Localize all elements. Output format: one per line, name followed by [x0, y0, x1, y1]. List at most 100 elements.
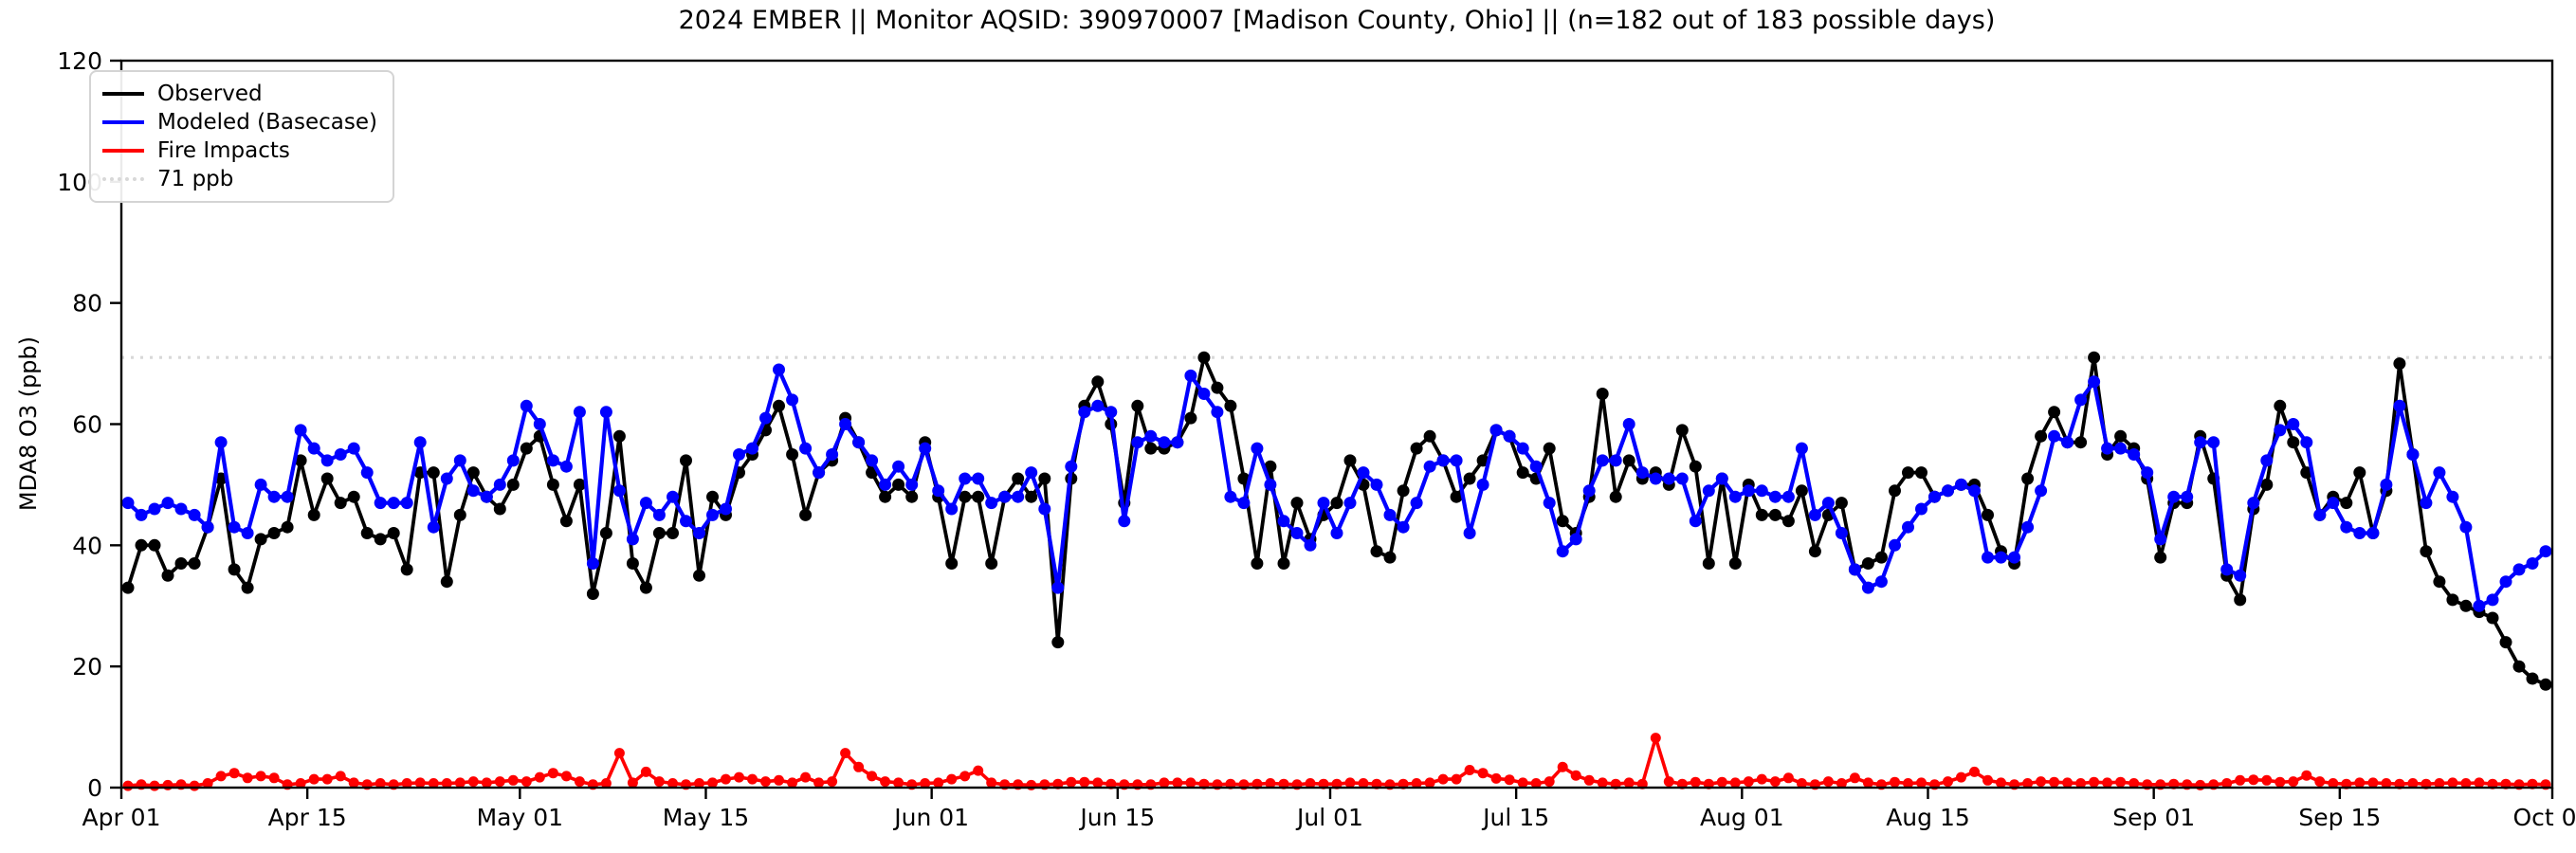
modeled-series-marker [1516, 442, 1529, 455]
x-tick-label: Sep 15 [2298, 804, 2381, 831]
modeled-series-marker [1463, 527, 1476, 539]
legend-label-fire: Fire Impacts [157, 138, 290, 163]
modeled-series-marker [1968, 484, 1981, 498]
y-tick-label: 40 [72, 532, 102, 559]
fire-series-marker [414, 777, 426, 789]
modeled-series-marker [1808, 508, 1821, 521]
modeled-series-line [125, 367, 2549, 608]
observed-series-marker [546, 478, 559, 491]
observed-series-marker [2459, 599, 2473, 612]
observed-series-marker [2274, 399, 2287, 412]
modeled-series-marker [1529, 460, 1543, 473]
fire-series-marker [1185, 777, 1197, 789]
observed-series-marker [1808, 545, 1821, 558]
modeled-series-marker [1091, 399, 1105, 412]
fire-series-marker [2434, 778, 2445, 789]
modeled-series-marker [573, 406, 586, 419]
fire-series-marker [149, 780, 160, 791]
fire-series-marker [295, 778, 306, 789]
modeled-series-marker [174, 502, 188, 516]
observed-series-marker [1982, 508, 1994, 521]
observed-series-marker [1277, 557, 1290, 570]
observed-series-marker [1197, 351, 1211, 364]
modeled-series-marker [135, 508, 148, 521]
observed-series-marker [453, 508, 466, 521]
fire-series-marker [1836, 778, 1847, 789]
modeled-series-marker [1543, 497, 1556, 510]
modeled-series-marker [1038, 502, 1051, 516]
observed-series-marker [1025, 490, 1038, 503]
modeled-series-marker [1781, 490, 1795, 503]
fire-series-marker [760, 776, 771, 788]
modeled-series-marker [2340, 520, 2353, 534]
modeled-series-marker [1715, 472, 1728, 485]
modeled-series-marker [493, 478, 506, 491]
modeled-series-marker [799, 442, 813, 455]
modeled-series-marker [201, 520, 214, 534]
chart-title: 2024 EMBER || Monitor AQSID: 390970007 [… [678, 6, 1996, 35]
legend-label-threshold: 71 ppb [157, 167, 234, 191]
fire-series-marker [600, 778, 612, 789]
modeled-series-marker [400, 497, 413, 510]
fire-series-marker [534, 771, 545, 783]
modeled-series-marker [1012, 490, 1025, 503]
modeled-series-marker [1290, 527, 1304, 539]
modeled-series-marker [1237, 497, 1251, 510]
fire-series-marker [401, 778, 412, 789]
modeled-series-marker [2194, 436, 2207, 449]
modeled-series-marker [2008, 551, 2021, 564]
modeled-series-marker [559, 460, 573, 473]
modeled-series-marker [1662, 472, 1675, 485]
modeled-series-marker [1582, 484, 1596, 498]
observed-series-marker [1211, 381, 1224, 394]
fire-series-marker [2248, 774, 2259, 786]
x-tick-label: Aug 15 [1886, 804, 1970, 831]
fire-series-marker [1172, 777, 1183, 789]
modeled-series-marker [1569, 533, 1582, 546]
fire-series-marker [1159, 777, 1170, 789]
modeled-series-marker [307, 442, 320, 455]
modeled-series-marker [1675, 472, 1689, 485]
fire-series-marker [1451, 773, 1462, 785]
observed-series-marker [520, 442, 533, 455]
modeled-series-marker [2473, 599, 2486, 612]
observed-series-marker [1915, 466, 1927, 480]
modeled-series-marker [1982, 551, 1994, 564]
observed-series-marker [254, 533, 267, 546]
modeled-series-marker [612, 484, 626, 498]
fire-series-marker [986, 777, 997, 789]
modeled-series-marker [1304, 538, 1317, 552]
y-tick-label: 60 [72, 411, 102, 439]
observed-series-marker [612, 429, 626, 443]
legend-item-observed: Observed [102, 80, 377, 108]
fire-series-marker [1890, 776, 1900, 788]
fire-series-marker [1597, 777, 1608, 789]
modeled-series-marker [2181, 490, 2194, 503]
fire-series-marker [1424, 777, 1435, 789]
fire-series-marker [867, 771, 878, 782]
modeled-series-marker [1902, 520, 1914, 534]
modeled-series-marker [1078, 406, 1091, 419]
modeled-series-marker [1397, 520, 1410, 534]
observed-series-marker [1091, 375, 1105, 389]
modeled-series-marker [1622, 418, 1635, 430]
observed-series-marker [1383, 551, 1397, 564]
observed-series-marker [281, 520, 294, 534]
observed-series-marker [2260, 478, 2274, 491]
fire-series-marker [268, 772, 280, 784]
modeled-series-marker [347, 442, 360, 455]
modeled-series-marker [214, 436, 228, 449]
fire-series-marker [1623, 777, 1635, 789]
modeled-series-marker [1436, 454, 1450, 467]
observed-series-marker [121, 581, 135, 594]
fire-series-marker [375, 778, 386, 789]
modeled-series-marker [667, 490, 679, 503]
fire-series-marker [1066, 776, 1077, 788]
modeled-series-marker [1848, 563, 1861, 576]
modeled-series-marker [2260, 454, 2274, 467]
fire-series-marker [667, 778, 678, 789]
x-tick-label: Oct 01 [2513, 804, 2576, 831]
observed-series-marker [161, 569, 174, 582]
modeled-series-marker [2167, 490, 2181, 503]
observed-series-marker [374, 533, 387, 546]
